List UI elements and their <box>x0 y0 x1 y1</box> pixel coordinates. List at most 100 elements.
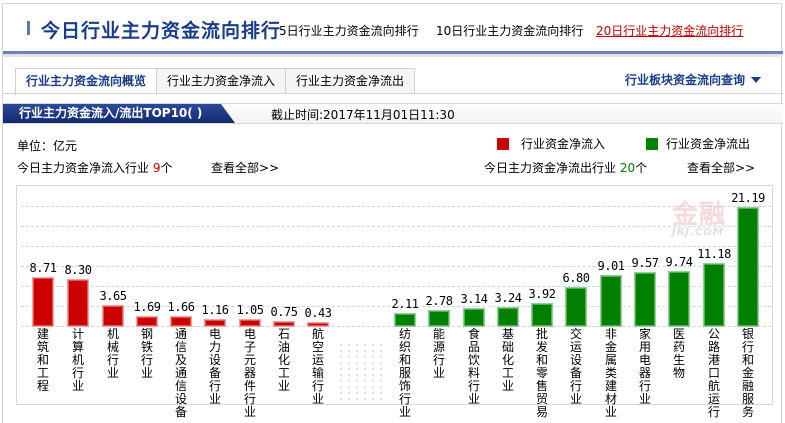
category-label: 电力设备行业 <box>208 327 221 406</box>
chart-bar[interactable] <box>103 305 123 326</box>
bar-value-label: 3.65 <box>99 288 127 303</box>
gridline <box>21 326 771 327</box>
bar-value-label: 3.14 <box>460 291 488 306</box>
gridline <box>21 266 771 267</box>
tab-divider <box>3 93 783 94</box>
chart-bar[interactable] <box>240 320 260 326</box>
chart-bar[interactable] <box>601 275 621 326</box>
outflow-summary-suffix: 个 <box>635 161 648 175</box>
legend-outflow-label: 行业资金净流出 <box>666 137 751 151</box>
main-panel: 今日行业主力资金流向排行 5日行业主力资金流向排行 10日行业主力资金流向排行 … <box>2 3 783 423</box>
unit-label: 单位：亿元 <box>17 139 78 153</box>
cutoff-time: 截止时间:2017年11月01日11:30 <box>271 108 455 122</box>
bar-value-label: 11.18 <box>697 246 731 261</box>
outflow-view-all-link[interactable]: 查看全部>> <box>687 161 756 175</box>
outflow-summary-prefix: 今日主力资金净流出行业 <box>484 161 620 175</box>
bar-value-label: 8.71 <box>29 260 57 275</box>
section-title: 行业主力资金流入/流出TOP10( ) <box>3 104 235 123</box>
inflow-view-all-link[interactable]: 查看全部>> <box>211 161 280 175</box>
chart-bar[interactable] <box>498 308 518 326</box>
bar-value-label: 9.57 <box>631 255 659 270</box>
watermark-sub: JRJ.COM <box>672 227 724 238</box>
chart-bar[interactable] <box>566 288 586 326</box>
bar-value-label: 1.69 <box>133 299 161 314</box>
page-header: 今日行业主力资金流向排行 5日行业主力资金流向排行 10日行业主力资金流向排行 … <box>3 4 783 49</box>
bar-value-label: 8.30 <box>64 262 92 277</box>
category-label: 非金属类建材业 <box>604 327 617 419</box>
gridline <box>21 206 771 207</box>
bar-value-label: 9.74 <box>665 254 693 269</box>
inflow-count: 9 <box>152 161 161 175</box>
chart-bar[interactable] <box>704 263 724 326</box>
bar-value-label: 6.80 <box>562 271 590 286</box>
bar-value-label: 0.75 <box>270 304 298 319</box>
inflow-summary: 今日主力资金净流入行业 9个 <box>17 159 172 176</box>
bar-value-label: 9.01 <box>597 258 625 273</box>
gridline <box>21 286 771 287</box>
category-label: 电子元器件行业 <box>243 327 256 419</box>
category-label: 批发和零售贸易 <box>535 327 548 419</box>
tab-net-inflow[interactable]: 行业主力资金净流入 <box>156 68 287 94</box>
gridline <box>21 246 771 247</box>
chart-bar[interactable] <box>171 316 191 326</box>
bar-value-label: 2.11 <box>391 297 419 312</box>
gridline <box>21 226 771 227</box>
category-label: 食品饮料行业 <box>467 327 480 406</box>
bar-value-label: 2.78 <box>425 293 453 308</box>
chart-bar[interactable] <box>669 271 689 326</box>
chart-bar[interactable] <box>68 279 88 326</box>
tab-bar: 行业主力资金流向概览 行业主力资金净流入 行业主力资金净流出 <box>15 68 416 95</box>
category-label: 石油化工业 <box>277 327 290 393</box>
chart-bar[interactable] <box>532 304 552 326</box>
watermark-text: 金融 <box>672 200 727 230</box>
chart-bar[interactable] <box>395 314 415 326</box>
header-divider-shadow <box>3 54 783 57</box>
category-label: 家用电器行业 <box>638 327 651 406</box>
category-label: 交运设备行业 <box>569 327 582 406</box>
legend-swatch-green <box>646 137 658 150</box>
category-label: 纺织和服饰行业 <box>398 327 411 419</box>
link-10day-ranking[interactable]: 10日行业主力资金流向排行 <box>436 24 584 38</box>
category-label: 建筑和工程 <box>36 327 49 393</box>
tab-net-outflow[interactable]: 行业主力资金净流出 <box>285 68 416 94</box>
link-20day-ranking[interactable]: 20日行业主力资金流向排行 <box>596 24 744 38</box>
chart-bar[interactable] <box>274 321 294 326</box>
section-bar: 行业主力资金流入/流出TOP10( ) 截止时间:2017年11月01日11:3… <box>3 103 783 124</box>
chart-bar[interactable] <box>635 272 655 326</box>
header-divider <box>3 51 783 54</box>
bar-value-label: 0.43 <box>304 306 332 320</box>
sector-flow-query-dropdown[interactable]: 行业板块资金流向查询 <box>625 71 761 88</box>
chart-bar[interactable] <box>33 277 53 326</box>
chart-bar[interactable] <box>738 208 758 326</box>
query-label: 行业板块资金流向查询 <box>624 73 745 87</box>
inflow-summary-suffix: 个 <box>160 161 173 175</box>
chevron-down-icon <box>751 77 761 83</box>
bar-value-label: 1.16 <box>201 302 229 317</box>
gridline <box>21 306 771 307</box>
chart-bar[interactable] <box>464 308 484 326</box>
category-label: 银行和金融服务 <box>741 327 754 419</box>
outflow-count: 20 <box>619 161 636 175</box>
legend-inflow-label: 行业资金净流入 <box>521 137 606 151</box>
category-label: 计算机行业 <box>71 327 84 393</box>
category-label: 基础化工业 <box>501 327 514 393</box>
bar-value-label: 3.92 <box>528 287 556 302</box>
title-accent-bar <box>27 21 30 35</box>
chart-bar[interactable] <box>205 319 225 326</box>
chart-bar[interactable] <box>429 310 449 326</box>
bar-value-label: 1.05 <box>236 303 264 318</box>
tab-overview[interactable]: 行业主力资金流向概览 <box>15 68 158 95</box>
bar-chart: 金融 JRJ.COM 8.71 建筑和工程 8.30 计算机行业 3.65 机械行业 1.69… <box>16 185 773 419</box>
category-label: 钢铁行业 <box>140 327 153 380</box>
page-title: 今日行业主力资金流向排行 <box>41 20 282 42</box>
bar-value-label: 1.66 <box>167 299 195 314</box>
chart-bar[interactable] <box>308 323 328 326</box>
inflow-summary-prefix: 今日主力资金净流入行业 <box>17 161 153 175</box>
legend-outflow: 行业资金净流出 <box>646 135 750 152</box>
link-5day-ranking[interactable]: 5日行业主力资金流向排行 <box>279 24 419 38</box>
watermark-logo: 金融 JRJ.COM <box>672 194 726 238</box>
outflow-summary: 今日主力资金净流出行业 20个 <box>484 159 647 176</box>
chart-bar[interactable] <box>137 316 157 326</box>
category-label: 医药生物 <box>672 327 685 380</box>
bar-value-label: 21.19 <box>731 191 765 206</box>
